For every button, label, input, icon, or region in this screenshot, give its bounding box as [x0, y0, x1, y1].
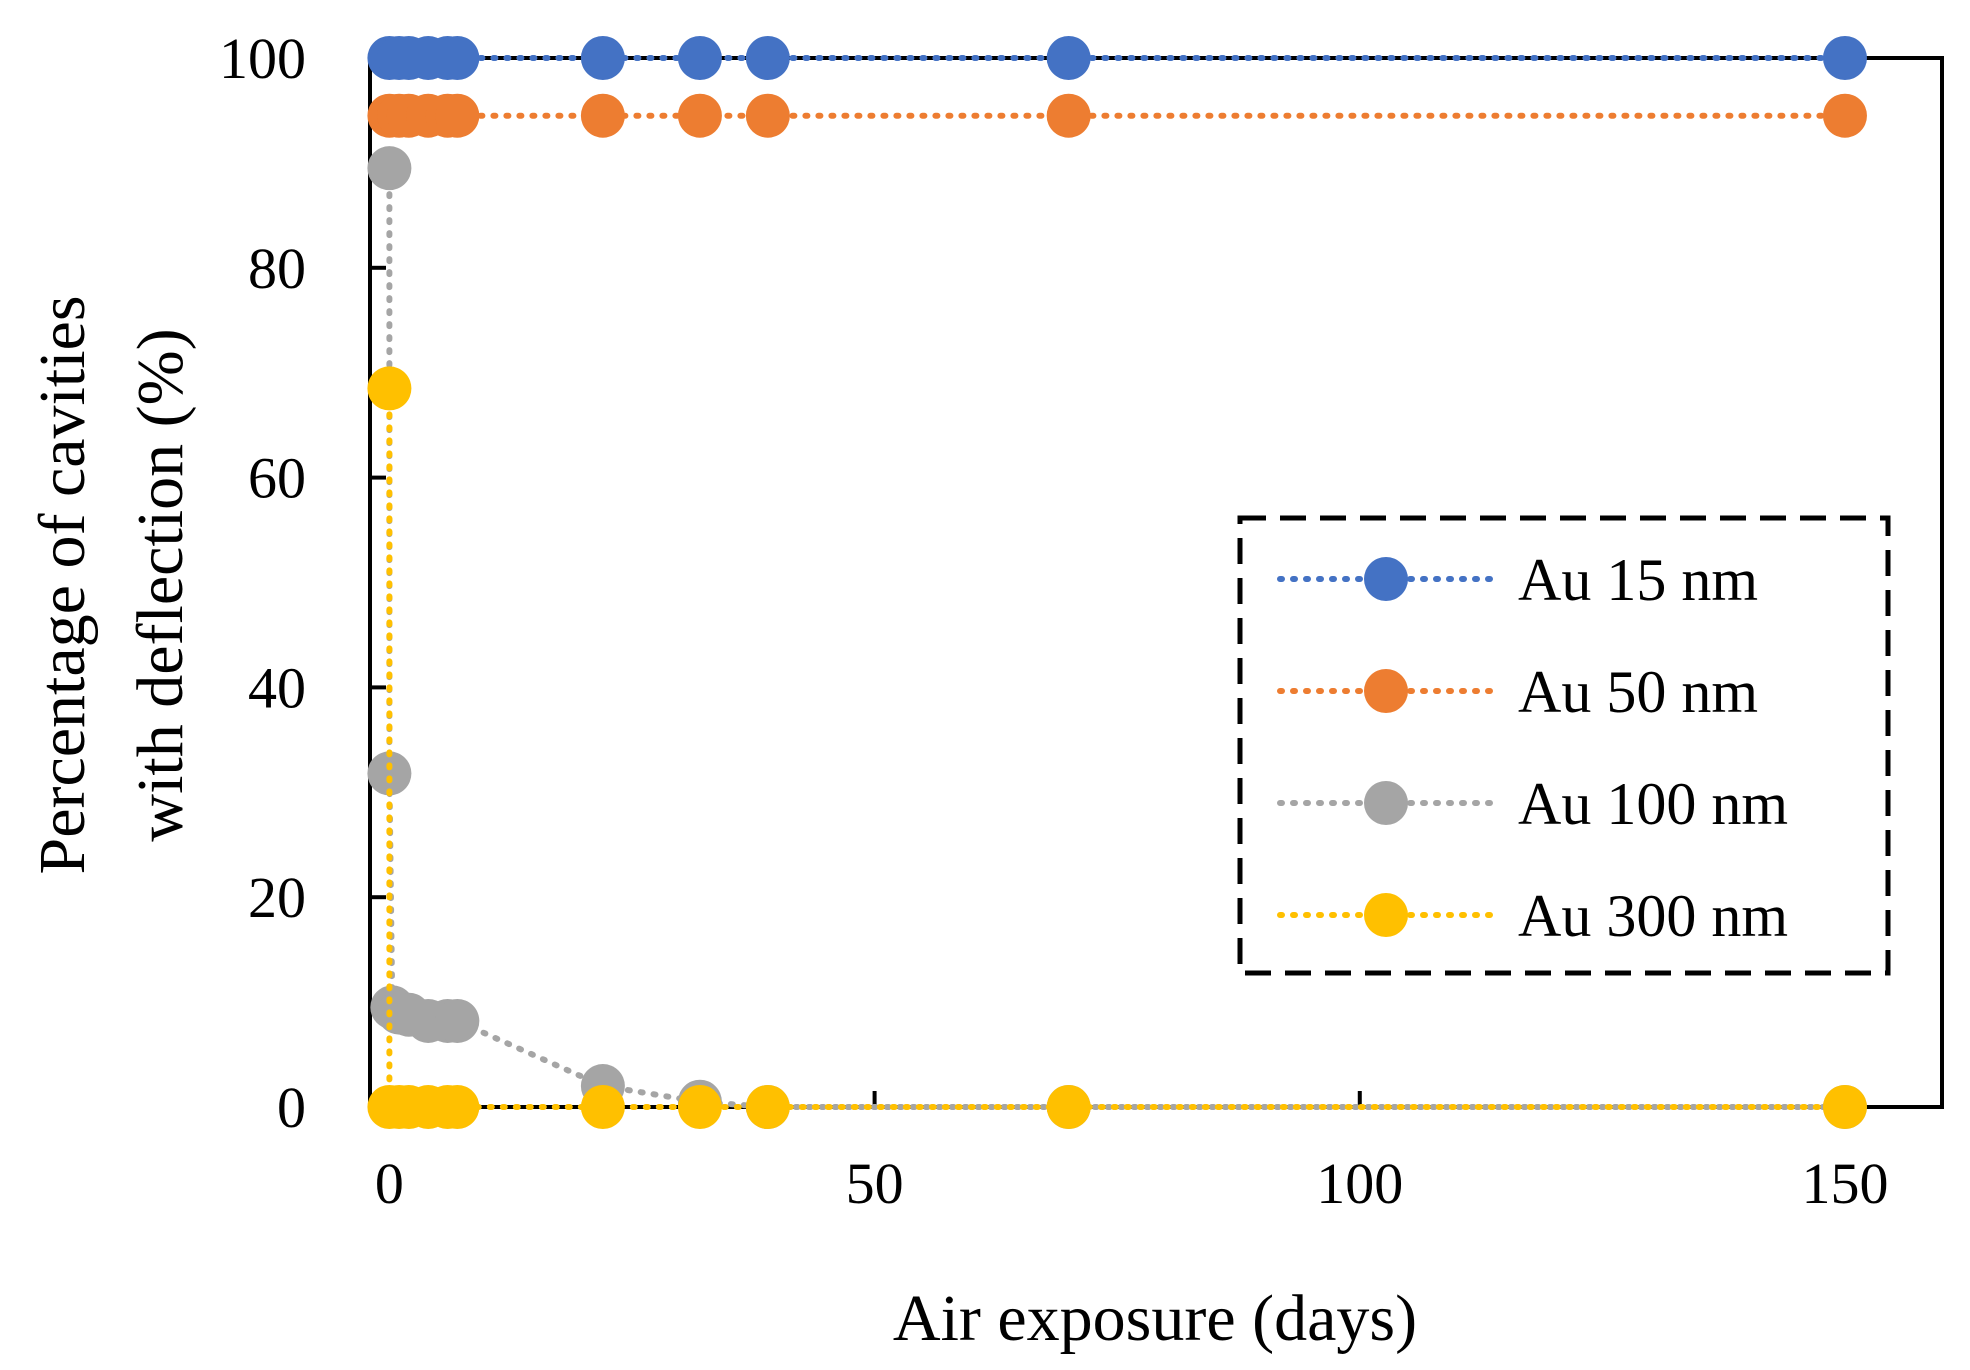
data-point-au-300-nm: [745, 1085, 790, 1129]
data-point-au-15-nm: [677, 36, 722, 80]
x-tick-label: 100: [1316, 1151, 1403, 1216]
x-axis-title: Air exposure (days): [893, 1282, 1417, 1355]
y-tick-label: 40: [248, 655, 306, 720]
y-tick-label: 60: [248, 446, 306, 511]
data-point-au-50-nm: [745, 93, 790, 138]
y-tick-label: 20: [248, 865, 306, 930]
data-point-au-300-nm: [435, 1085, 480, 1129]
data-point-au-50-nm: [435, 93, 480, 138]
data-point-au-15-nm: [580, 36, 625, 80]
legend-marker-au-300-nm: [1364, 893, 1408, 937]
legend: Au 15 nm Au 50 nm Au 100 nm Au 300 nm: [1237, 515, 1891, 976]
series-au-50-nm: [367, 93, 1867, 138]
data-point-au-300-nm: [1822, 1085, 1867, 1129]
legend-label-au-15-nm: Au 15 nm: [1518, 547, 1758, 613]
y-tick-label: 80: [248, 236, 306, 301]
data-point-au-50-nm: [677, 93, 722, 138]
data-point-au-300-nm: [367, 366, 412, 411]
data-point-au-300-nm: [677, 1085, 722, 1129]
data-point-au-300-nm: [1046, 1085, 1091, 1129]
series-au-15-nm: [367, 36, 1867, 80]
data-point-au-15-nm: [435, 36, 480, 80]
series-au-300-nm: [367, 366, 1867, 1129]
y-tick-label: 100: [219, 26, 306, 91]
data-point-au-15-nm: [1046, 36, 1091, 80]
legend-marker-au-100-nm: [1364, 781, 1408, 825]
data-point-au-15-nm: [1822, 36, 1867, 80]
x-tick-label: 50: [846, 1151, 904, 1216]
legend-marker-au-15-nm: [1364, 557, 1408, 601]
legend-label-au-100-nm: Au 100 nm: [1518, 771, 1788, 837]
data-point-au-100-nm: [367, 146, 412, 191]
data-point-au-50-nm: [1046, 93, 1091, 138]
y-tick-label: 0: [277, 1075, 306, 1140]
data-point-au-100-nm: [435, 998, 480, 1043]
x-tick-label: 0: [375, 1151, 404, 1216]
data-point-au-300-nm: [580, 1085, 625, 1129]
x-tick-label: 150: [1801, 1151, 1888, 1216]
data-point-au-15-nm: [745, 36, 790, 80]
legend-box: [1237, 515, 1891, 976]
data-point-au-50-nm: [1822, 93, 1867, 138]
y-axis-title-line-1: Percentage of cavities: [26, 295, 99, 874]
data-point-au-50-nm: [580, 93, 625, 138]
legend-marker-au-50-nm: [1364, 669, 1408, 713]
legend-label-au-50-nm: Au 50 nm: [1518, 659, 1758, 725]
y-axis-title-line-2: with deflection (%): [124, 328, 197, 841]
legend-label-au-300-nm: Au 300 nm: [1518, 883, 1788, 949]
data-point-au-100-nm: [367, 751, 412, 796]
